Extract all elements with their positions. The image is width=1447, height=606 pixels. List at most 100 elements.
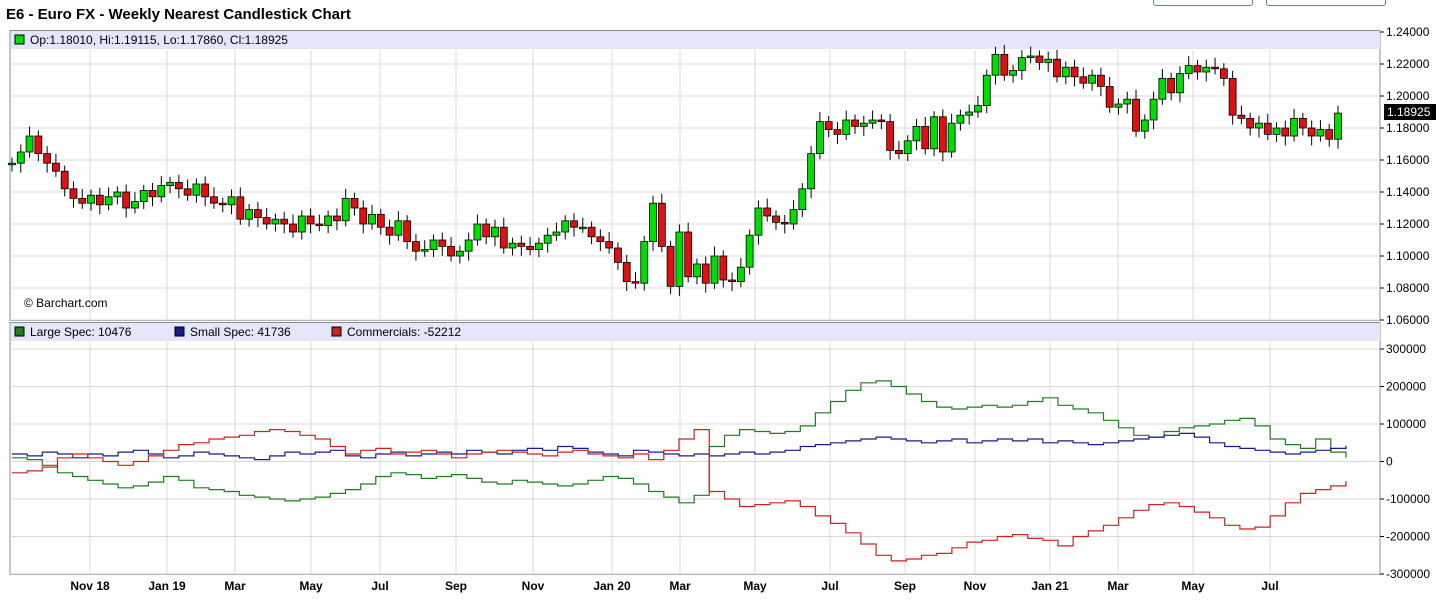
- candle-body: [824, 121, 833, 130]
- candle-body: [675, 231, 684, 287]
- candle-body: [60, 170, 69, 190]
- x-tick-label: Nov: [964, 579, 987, 593]
- price-y-tick-label: 1.16000: [1386, 153, 1430, 167]
- candle-body: [368, 213, 376, 225]
- ohlc-label: Op:1.18010, Hi:1.19115, Lo:1.17860, Cl:1…: [30, 33, 288, 47]
- candle-body: [833, 129, 842, 135]
- candle-body: [183, 188, 192, 196]
- candle-body: [578, 226, 587, 230]
- candle-body: [34, 135, 43, 155]
- candle-body: [772, 215, 780, 223]
- candle-body: [253, 209, 262, 219]
- candle-body: [903, 140, 912, 155]
- toolbar-button-2[interactable]: [1266, 0, 1386, 6]
- candle-body: [1149, 98, 1158, 121]
- candle-body: [815, 121, 824, 154]
- candle-body: [174, 181, 183, 190]
- candle-body: [464, 239, 473, 252]
- candle-body: [1132, 98, 1140, 132]
- candle-body: [1009, 70, 1017, 76]
- candle-body: [1035, 55, 1044, 63]
- candle-body: [122, 191, 131, 209]
- candle-body: [930, 116, 938, 150]
- x-tick-label: Nov 18: [70, 579, 110, 593]
- candle-body: [16, 151, 25, 164]
- candle-body: [1088, 74, 1097, 84]
- x-tick-label: Mar: [224, 579, 246, 593]
- candle-body: [614, 247, 622, 263]
- chart-title: E6 - Euro FX - Weekly Nearest Candlestic…: [6, 6, 351, 23]
- x-tick-label: Nov: [522, 579, 545, 593]
- candle-body: [1184, 65, 1193, 74]
- candle-body: [245, 209, 253, 220]
- candle-body: [1298, 118, 1307, 129]
- price-y-tick-label: 1.22000: [1386, 57, 1430, 71]
- candle-body: [1316, 129, 1325, 137]
- candle-body: [701, 263, 710, 284]
- candle-body: [1272, 127, 1281, 135]
- candle-body: [552, 231, 561, 236]
- candle-body: [359, 207, 368, 225]
- cot-series-line: [12, 380, 1347, 504]
- x-tick-label: May: [299, 579, 323, 593]
- candle-body: [131, 201, 139, 209]
- candle-body: [1061, 66, 1070, 78]
- watermark: © Barchart.com: [24, 296, 108, 310]
- candle-body: [736, 266, 745, 283]
- candle-body: [429, 239, 438, 251]
- candle-body: [1193, 65, 1202, 73]
- legend-swatch: [174, 326, 185, 337]
- candle-body: [227, 196, 236, 206]
- candle-body: [640, 241, 649, 284]
- candle-body: [763, 207, 772, 217]
- candle-body: [271, 218, 280, 225]
- last-price-marker: [1384, 104, 1436, 120]
- candle-body: [104, 196, 113, 206]
- candle-body: [1053, 58, 1061, 78]
- price-y-tick-label: 1.08000: [1386, 281, 1430, 295]
- candle-body: [403, 220, 412, 243]
- candle-body: [95, 194, 104, 206]
- candle-body: [728, 279, 736, 282]
- cot-y-tick-label: 0: [1386, 455, 1393, 469]
- candle-body: [1114, 103, 1123, 108]
- candle-body: [798, 188, 807, 211]
- candle-body: [420, 249, 429, 252]
- cot-y-tick-label: -100000: [1386, 492, 1430, 506]
- candle-body: [1307, 127, 1316, 137]
- price-header-band: [11, 31, 1380, 49]
- candle-body: [517, 242, 526, 247]
- candle-body: [965, 111, 974, 116]
- candle-body: [543, 234, 552, 244]
- price-y-tick-label: 1.10000: [1386, 249, 1430, 263]
- candle-body: [1211, 66, 1219, 70]
- legend-entry: Large Spec: 10476: [30, 325, 132, 339]
- legend-entry: Small Spec: 41736: [190, 325, 291, 339]
- x-tick-label: Jan 20: [593, 579, 631, 593]
- candle-body: [1228, 78, 1237, 116]
- candle-body: [324, 215, 333, 227]
- candle-body: [921, 126, 930, 150]
- candle-body: [1105, 86, 1114, 108]
- toolbar-button-1[interactable]: [1153, 0, 1253, 6]
- candle-body: [649, 202, 657, 242]
- candle-body: [1334, 112, 1342, 140]
- candle-body: [807, 153, 816, 190]
- candle-body: [333, 215, 341, 222]
- candle-body: [491, 226, 499, 238]
- candle-body: [526, 245, 535, 250]
- candle-body: [991, 54, 1000, 76]
- candle-body: [1255, 122, 1263, 129]
- x-tick-label: Jul: [1261, 579, 1278, 593]
- candle-body: [605, 241, 614, 249]
- candle-body: [148, 189, 157, 198]
- candle-body: [192, 183, 201, 196]
- candle-body: [1325, 129, 1334, 140]
- candle-body: [25, 135, 34, 153]
- candle-body: [1263, 122, 1272, 135]
- candle-body: [754, 207, 763, 236]
- candle-body: [745, 234, 754, 268]
- candle-body: [447, 245, 455, 257]
- candle-body: [1017, 57, 1026, 71]
